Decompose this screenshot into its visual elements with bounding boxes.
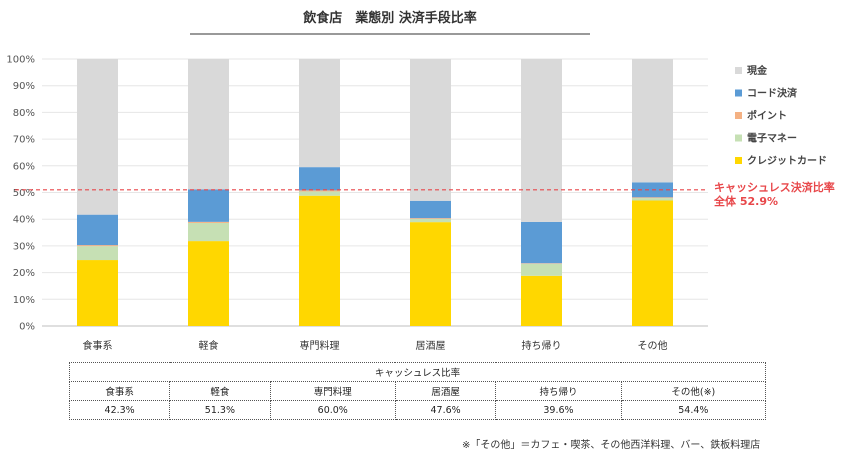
- bar-segment: [299, 190, 340, 192]
- table-cell: 47.6%: [394, 400, 497, 420]
- x-tick-label: 食事系: [83, 339, 113, 352]
- bar-segment: [77, 245, 118, 247]
- y-tick-label: 60%: [13, 161, 35, 172]
- y-tick-label: 70%: [13, 135, 35, 146]
- bar-segment: [77, 246, 118, 261]
- bar-segment: [521, 59, 562, 222]
- table-cell: 51.3%: [169, 400, 271, 420]
- x-tick-label: 軽食: [199, 339, 219, 352]
- legend-label: 現金: [747, 64, 768, 77]
- x-tick-label: 専門料理: [300, 339, 340, 352]
- bar-segment: [299, 195, 340, 326]
- legend-label: クレジットカード: [747, 155, 827, 167]
- x-tick-label: 居酒屋: [416, 340, 446, 352]
- y-tick-label: 40%: [13, 215, 35, 226]
- table-col-header: 居酒屋: [394, 381, 497, 401]
- legend-swatch: [735, 134, 742, 142]
- x-tick-label: 持ち帰り: [522, 339, 562, 352]
- bar-segment: [77, 260, 118, 326]
- table-cell: 42.3%: [68, 400, 171, 420]
- table-cell: 60.0%: [269, 400, 396, 420]
- table-columns-row: 食事系 軽食 専門料理 居酒屋 持ち帰り その他(※): [68, 381, 767, 401]
- legend-label: 電子マネー: [747, 133, 797, 145]
- bar-segment: [632, 198, 673, 201]
- x-tick-label: その他: [638, 339, 668, 352]
- bar-segment: [521, 221, 562, 264]
- bar-segment: [188, 221, 229, 223]
- table-cell: 54.4%: [620, 400, 767, 420]
- legend-swatch: [735, 112, 742, 119]
- y-tick-label: 100%: [6, 55, 35, 66]
- table-cell: 39.6%: [495, 400, 622, 420]
- bar-segment: [410, 200, 451, 219]
- bar-segment: [410, 59, 451, 201]
- y-tick-label: 30%: [13, 241, 35, 252]
- bar-segment: [521, 275, 562, 326]
- bar-segment: [521, 263, 562, 264]
- bar-segment: [188, 189, 229, 222]
- x-axis-labels: 食事系 軽食 専門料理 居酒屋 持ち帰り その他: [83, 339, 668, 352]
- y-tick-label: 20%: [13, 268, 35, 279]
- bar-segment: [410, 222, 451, 326]
- bar-segment: [188, 241, 229, 326]
- legend-label: コード決済: [747, 87, 798, 100]
- gridlines: [42, 58, 708, 327]
- bar-segment: [632, 197, 673, 199]
- legend-swatch: [735, 157, 742, 164]
- bar-segment: [188, 222, 229, 242]
- bar-segment: [299, 59, 340, 168]
- chart: 飲食店 業態別 決済手段比率 0% 10% 20% 30% 40% 50% 60% 70% 80…: [6, 10, 835, 352]
- table-values-row: 42.3% 51.3% 60.0% 47.6% 39.6% 54.4%: [68, 400, 767, 420]
- y-tick-label: 50%: [13, 188, 35, 199]
- y-tick-label: 90%: [13, 81, 35, 92]
- table-col-header: 食事系: [68, 381, 171, 401]
- footnote: ※「その他」＝カフェ・喫茶、その他西洋料理、バー、鉄板料理店: [462, 440, 761, 451]
- table-col-header: その他(※): [620, 381, 767, 401]
- y-tick-label: 80%: [13, 108, 35, 119]
- y-tick-label: 0%: [19, 322, 35, 333]
- legend-label: ポイント: [747, 109, 787, 122]
- table-col-header: 軽食: [169, 381, 271, 401]
- y-tick-label: 10%: [13, 295, 35, 306]
- bar-segment: [410, 218, 451, 219]
- table-header: キャッシュレス比率: [69, 362, 766, 382]
- bar-segment: [77, 59, 118, 215]
- bar-segment: [521, 263, 562, 276]
- legend-swatch: [735, 67, 742, 74]
- reference-label: キャッシュレス決済比率: [714, 180, 835, 194]
- cashless-ratio-table: キャッシュレス比率 食事系 軽食 専門料理 居酒屋 持ち帰り その他(※) 42…: [68, 362, 767, 420]
- bar-segment: [632, 200, 673, 326]
- bar-segment: [299, 191, 340, 196]
- bar-segment: [188, 59, 229, 190]
- bar-segment: [77, 214, 118, 246]
- table-col-header: 持ち帰り: [495, 381, 622, 401]
- bar-segment: [410, 218, 451, 223]
- y-axis-ticks: 0% 10% 20% 30% 40% 50% 60% 70% 80% 90% 100%: [6, 55, 35, 333]
- bar-segment: [632, 59, 673, 183]
- chart-title: 飲食店 業態別 決済手段比率: [302, 10, 477, 26]
- bars: [77, 59, 673, 326]
- table-col-header: 専門料理: [269, 381, 396, 401]
- legend-swatch: [735, 89, 742, 97]
- reference-value-label: 全体 52.9%: [713, 194, 778, 208]
- bar-segment: [299, 167, 340, 191]
